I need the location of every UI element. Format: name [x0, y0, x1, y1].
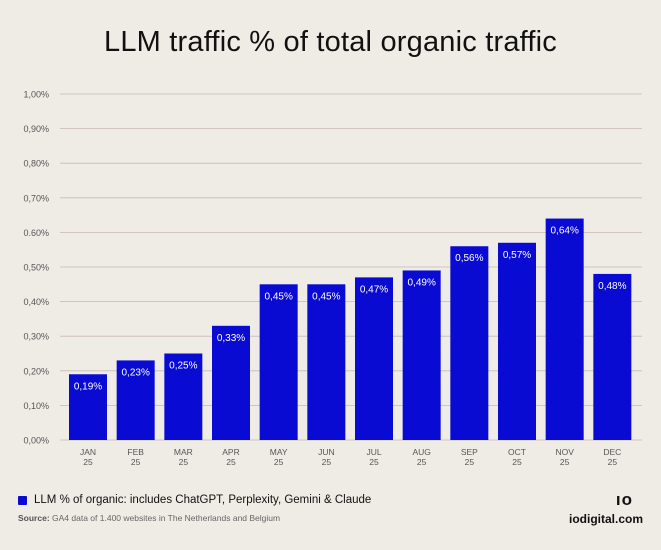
chart-legend: LLM % of organic: includes ChatGPT, Perp… — [18, 494, 371, 506]
x-tick-label: 25 — [608, 457, 618, 467]
x-tick-label: DEC — [603, 447, 621, 457]
y-tick-label: 0,40% — [23, 297, 49, 307]
bar — [116, 360, 155, 440]
chart-title: LLM traffic % of total organic traffic — [103, 26, 557, 58]
bar — [450, 246, 489, 440]
x-tick-label: OCT — [508, 447, 526, 457]
data-label: 0,47% — [360, 284, 388, 295]
bar — [498, 242, 536, 440]
x-tick-label: FEB — [127, 447, 144, 457]
x-tick-label: APR — [222, 447, 239, 457]
x-tick-label: 25 — [465, 457, 475, 467]
bar — [593, 273, 632, 440]
bar — [164, 353, 203, 440]
brand-logo: ıo — [615, 490, 633, 509]
y-tick-label: 0.60% — [23, 228, 49, 238]
bar — [212, 325, 250, 440]
bar — [307, 284, 346, 440]
data-label: 0,19% — [74, 381, 102, 392]
x-tick-label: 25 — [274, 457, 284, 467]
y-tick-label: 0,10% — [23, 401, 49, 411]
y-tick-label: 0,20% — [23, 366, 49, 376]
bar-chart: 0,00% 0,10% 0,20% 0,30% 0,40% 0,50% 0.60% 0,70%… — [23, 90, 642, 467]
data-label: 0,23% — [121, 367, 149, 378]
x-tick-label: NOV — [555, 447, 574, 457]
data-label: 0,64% — [550, 226, 578, 237]
x-tick-label: 25 — [83, 457, 93, 467]
bar — [545, 218, 584, 440]
data-label: 0,56% — [455, 253, 483, 264]
y-tick-label: 1,00% — [23, 90, 49, 100]
source-label: Source: — [18, 513, 50, 523]
data-label: 0,45% — [312, 291, 340, 302]
x-tick-label: JAN — [80, 447, 96, 457]
data-label: 0,48% — [598, 281, 626, 292]
data-label: 0,45% — [264, 291, 292, 302]
x-tick-label: MAY — [270, 447, 288, 457]
x-tick-label: JUL — [366, 447, 381, 457]
y-tick-label: 0,00% — [23, 436, 49, 446]
x-tick-label: 25 — [417, 457, 427, 467]
data-label: 0,49% — [407, 277, 435, 288]
x-tick-label: 25 — [369, 457, 379, 467]
x-tick-label: 25 — [512, 457, 522, 467]
data-label: 0,57% — [503, 250, 531, 261]
x-tick-label: MAR — [174, 447, 193, 457]
legend-label: LLM % of organic: includes ChatGPT, Perp… — [34, 494, 372, 506]
y-tick-label: 0,30% — [23, 332, 49, 342]
x-tick-label: 25 — [226, 457, 236, 467]
source-text: GA4 data of 1.400 websites in The Nether… — [52, 513, 281, 523]
brand: ıo iodigital.com — [569, 490, 643, 526]
data-label: 0,33% — [217, 333, 245, 344]
bar — [259, 284, 298, 440]
source-note: Source: GA4 data of 1.400 websites in Th… — [18, 513, 280, 523]
x-tick-label: JUN — [318, 447, 335, 457]
x-tick-label: SEP — [461, 447, 478, 457]
x-tick-label: 25 — [322, 457, 332, 467]
x-tick-label: AUG — [412, 447, 430, 457]
data-label: 0,25% — [169, 361, 197, 372]
brand-url: iodigital.com — [568, 512, 643, 526]
x-tick-label: 25 — [560, 457, 570, 467]
bar — [69, 374, 107, 440]
legend-swatch — [18, 495, 27, 505]
y-tick-label: 0,90% — [23, 124, 49, 134]
bar — [355, 277, 393, 440]
x-tick-label: 25 — [131, 457, 141, 467]
y-tick-label: 0,50% — [23, 263, 49, 273]
y-tick-label: 0,70% — [23, 193, 49, 203]
y-tick-label: 0,80% — [23, 159, 49, 169]
x-tick-label: 25 — [179, 457, 189, 467]
bar — [402, 270, 441, 440]
